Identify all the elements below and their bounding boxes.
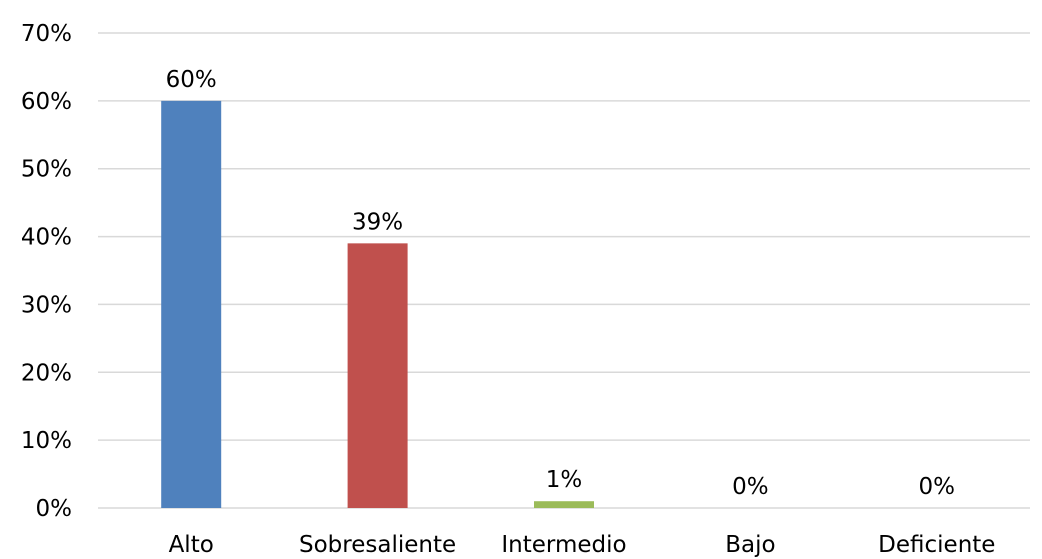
y-tick-label: 20% [21,360,72,386]
y-tick-label: 40% [21,225,72,251]
data-label: 1% [546,467,583,493]
y-tick-label: 0% [36,496,73,522]
data-label: 0% [919,474,956,500]
y-tick-label: 70% [21,21,72,47]
data-label: 60% [166,67,217,93]
bar-intermedio [534,501,594,508]
x-category-label: Intermedio [501,532,626,558]
y-tick-label: 60% [21,89,72,115]
data-label: 39% [352,209,403,235]
data-label: 0% [732,474,769,500]
x-category-label: Sobresaliente [299,532,456,558]
x-category-label: Deficiente [878,532,995,558]
y-tick-label: 30% [21,292,72,318]
x-axis-categories: Alto Sobresaliente Intermedio Bajo Deficient… [169,532,996,558]
x-category-label: Alto [169,532,214,558]
y-axis-ticks: 0% 10% 20% 30% 40% 50% 60% 70% [21,21,72,522]
gridlines [98,32,1030,509]
y-tick-label: 50% [21,157,72,183]
y-tick-label: 10% [21,428,72,454]
bar-sobresaliente [347,243,408,508]
data-labels: 60% 39% 1% 0% 0% [166,67,955,500]
bar-alto [161,100,222,508]
bars [161,100,594,508]
x-category-label: Bajo [725,532,775,558]
